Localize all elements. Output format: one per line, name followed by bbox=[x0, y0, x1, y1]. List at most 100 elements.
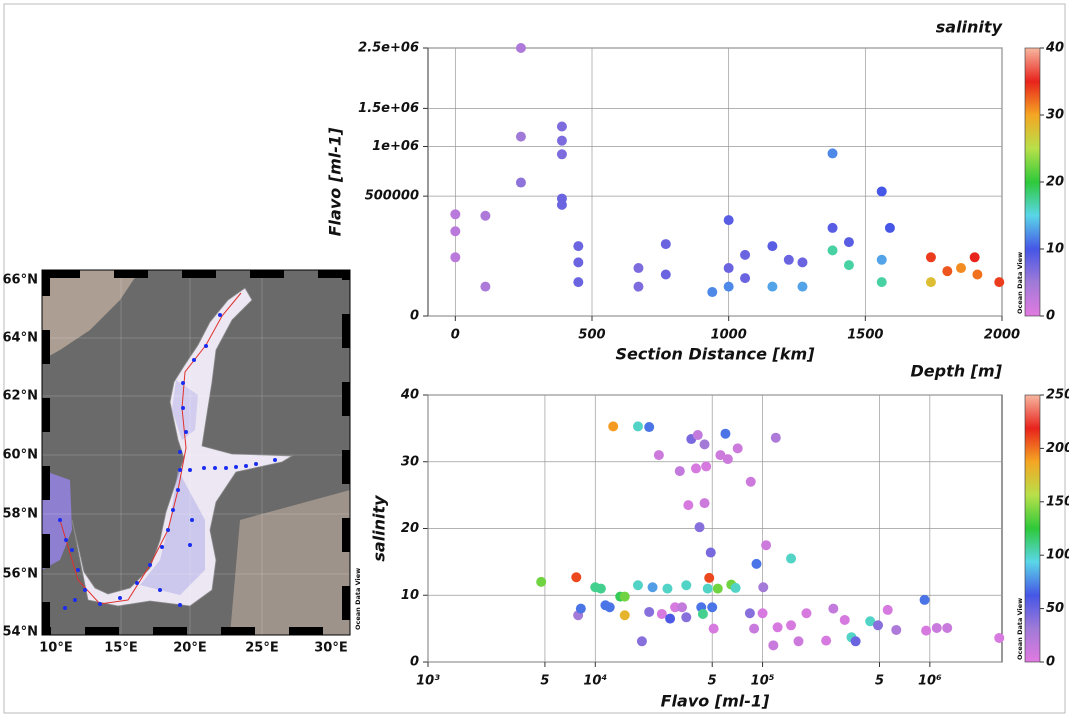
colorbar-tick-label: 50 bbox=[1046, 601, 1064, 616]
data-point bbox=[731, 583, 741, 593]
data-point bbox=[724, 263, 734, 273]
station bbox=[273, 458, 277, 462]
x-tick-label: 10⁴ bbox=[583, 674, 607, 689]
x-tick-label: 5 bbox=[875, 674, 884, 689]
data-point bbox=[693, 430, 703, 440]
data-point bbox=[972, 269, 982, 279]
data-point bbox=[773, 622, 783, 632]
data-point bbox=[885, 223, 895, 233]
data-point bbox=[633, 580, 643, 590]
data-point bbox=[700, 498, 710, 508]
colorbar-tick-label: 20 bbox=[1046, 175, 1064, 190]
data-point bbox=[480, 282, 490, 292]
data-point bbox=[480, 211, 490, 221]
data-point bbox=[450, 252, 460, 262]
station bbox=[254, 462, 258, 466]
data-point bbox=[844, 237, 854, 247]
data-point bbox=[633, 421, 643, 431]
data-point bbox=[828, 245, 838, 255]
data-point bbox=[828, 604, 838, 614]
data-point bbox=[877, 277, 887, 287]
colorbar-tick-label: 0 bbox=[1046, 655, 1055, 670]
data-point bbox=[828, 223, 838, 233]
page: Ocean Data View 66°N64°N62°N60°N58°N56°N… bbox=[0, 0, 1069, 717]
data-point bbox=[700, 439, 710, 449]
data-point bbox=[620, 610, 630, 620]
data-point bbox=[821, 636, 831, 646]
data-point bbox=[573, 277, 583, 287]
station bbox=[70, 548, 74, 552]
data-point bbox=[994, 633, 1004, 643]
data-point bbox=[994, 277, 1004, 287]
data-point bbox=[883, 605, 893, 615]
x-axis-label: Flavo [ml-1] bbox=[661, 692, 770, 711]
y-tick-label: 1.5e+06 bbox=[358, 101, 419, 116]
station bbox=[118, 596, 122, 600]
y-tick-label: 20 bbox=[401, 521, 419, 536]
colorbar bbox=[1025, 395, 1040, 662]
x-tick-label: 5 bbox=[708, 674, 717, 689]
data-point bbox=[767, 241, 777, 251]
screen: Ocean Data View 66°N64°N62°N60°N58°N56°N… bbox=[0, 0, 1069, 717]
data-point bbox=[786, 620, 796, 630]
data-point bbox=[698, 609, 708, 619]
colorbar-tick-label: 30 bbox=[1046, 108, 1064, 123]
data-point bbox=[891, 625, 901, 635]
x-axis-label: Section Distance [km] bbox=[616, 345, 816, 364]
colorbar-tick-label: 100 bbox=[1046, 548, 1069, 563]
data-point bbox=[450, 226, 460, 236]
data-point bbox=[707, 602, 717, 612]
lon-label: 30°E bbox=[314, 641, 347, 656]
station bbox=[184, 430, 188, 434]
lat-label: 64°N bbox=[3, 331, 38, 346]
colorbar-tick-label: 250 bbox=[1046, 388, 1069, 403]
lat-label: 54°N bbox=[3, 625, 38, 640]
lon-label: 25°E bbox=[245, 641, 278, 656]
data-point bbox=[920, 595, 930, 605]
data-point bbox=[683, 500, 693, 510]
lon-label: 20°E bbox=[173, 641, 206, 656]
data-point bbox=[942, 623, 952, 633]
data-point bbox=[608, 421, 618, 431]
data-point bbox=[644, 422, 654, 432]
lat-label: 58°N bbox=[3, 507, 38, 522]
data-point bbox=[557, 121, 567, 131]
lat-label: 60°N bbox=[3, 448, 38, 463]
data-point bbox=[661, 239, 671, 249]
x-tick-label: 10⁶ bbox=[918, 674, 942, 689]
data-point bbox=[877, 255, 887, 265]
watermark: Ocean Data View bbox=[1016, 252, 1024, 314]
x-tick-label: 1500 bbox=[847, 328, 883, 343]
x-tick-label: 500 bbox=[578, 328, 605, 343]
x-tick-label: 1000 bbox=[711, 328, 747, 343]
data-point bbox=[654, 450, 664, 460]
map: Ocean Data View bbox=[42, 270, 362, 635]
station bbox=[64, 538, 68, 542]
station bbox=[158, 588, 162, 592]
lat-label: 62°N bbox=[3, 389, 38, 404]
data-point bbox=[701, 461, 711, 471]
data-point bbox=[761, 540, 771, 550]
x-tick-label: 10⁵ bbox=[751, 674, 775, 689]
data-point bbox=[713, 584, 723, 594]
data-point bbox=[797, 282, 807, 292]
lon-label: 15°E bbox=[104, 641, 137, 656]
data-point bbox=[516, 178, 526, 188]
y-tick-label: 10 bbox=[401, 588, 419, 603]
data-point bbox=[767, 282, 777, 292]
data-point bbox=[557, 200, 567, 210]
data-point bbox=[932, 623, 942, 633]
data-point bbox=[786, 554, 796, 564]
y-tick-label: 2.5e+06 bbox=[358, 41, 419, 56]
data-point bbox=[709, 624, 719, 634]
data-point bbox=[740, 250, 750, 260]
data-point bbox=[921, 626, 931, 636]
data-point bbox=[633, 282, 643, 292]
data-point bbox=[665, 614, 675, 624]
data-point bbox=[662, 584, 672, 594]
data-point bbox=[637, 636, 647, 646]
station bbox=[190, 518, 194, 522]
colorbar bbox=[1025, 48, 1040, 316]
lon-label: 10°E bbox=[39, 641, 72, 656]
data-point bbox=[724, 282, 734, 292]
